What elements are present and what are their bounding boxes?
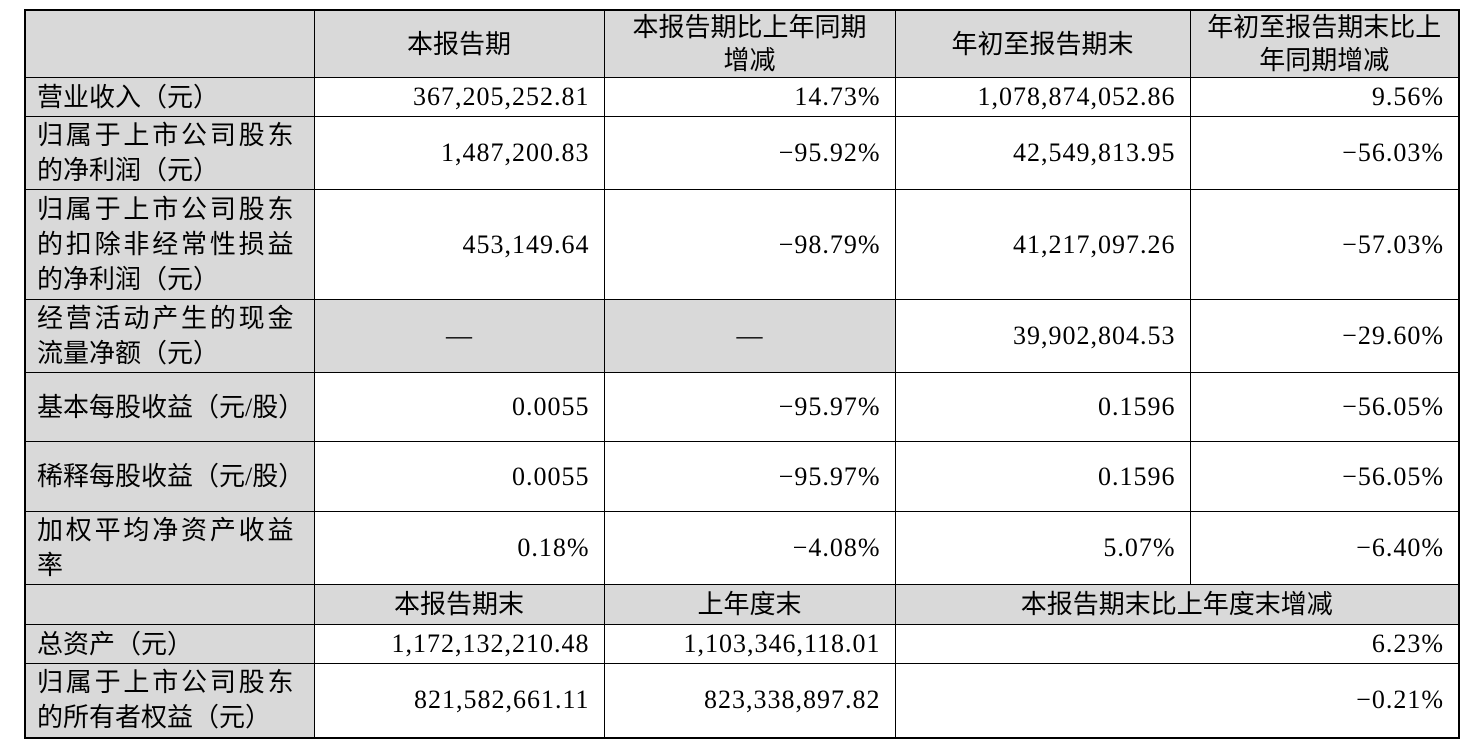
row-net-profit-excl-nonrecurring: 归属于上市公司股东的扣除非经常性损益的净利润（元） 453,149.64 −98…: [24, 189, 1460, 300]
value-cell: 1,487,200.83: [313, 116, 605, 190]
header-year-to-date-yoy-change: 年初至报告期末比上年同期增减: [1189, 9, 1460, 78]
financial-summary-table: 本报告期 本报告期比上年同期增减 年初至报告期末 年初至报告期末比上年同期增减 …: [24, 9, 1460, 739]
value-cell: 823,338,897.82: [603, 663, 896, 738]
subheader-prior-year-end: 上年度末: [603, 584, 896, 625]
value-cell: −57.03%: [1189, 189, 1460, 300]
label-cell: 营业收入（元）: [24, 77, 315, 117]
subheader-change-merged: 本报告期末比上年度末增减: [894, 584, 1460, 625]
value-cell: 0.0055: [313, 372, 605, 442]
table-header-row: 本报告期 本报告期比上年同期增减 年初至报告期末 年初至报告期末比上年同期增减: [24, 9, 1460, 78]
row-operating-revenue: 营业收入（元） 367,205,252.81 14.73% 1,078,874,…: [24, 77, 1460, 117]
row-equity-attributable: 归属于上市公司股东的所有者权益（元） 821,582,661.11 823,33…: [24, 663, 1460, 738]
value-cell: −98.79%: [603, 189, 896, 300]
value-cell: 14.73%: [603, 77, 896, 117]
header-empty-cell: [24, 9, 315, 78]
value-cell-merged: 6.23%: [894, 624, 1460, 664]
label-cell: 加权平均净资产收益率: [24, 511, 315, 585]
value-cell: −29.60%: [1189, 299, 1460, 373]
value-cell: 0.0055: [313, 441, 605, 512]
label-cell: 归属于上市公司股东的扣除非经常性损益的净利润（元）: [24, 189, 315, 300]
value-cell: −95.97%: [603, 372, 896, 442]
label-cell: 总资产（元）: [24, 624, 315, 664]
value-cell-merged: −0.21%: [894, 663, 1460, 738]
label-cell: 基本每股收益（元/股）: [24, 372, 315, 442]
label-cell: 归属于上市公司股东的净利润（元）: [24, 116, 315, 190]
value-cell: −95.97%: [603, 441, 896, 512]
header-current-period-yoy-change: 本报告期比上年同期增减: [603, 9, 896, 78]
table-subheader-row: 本报告期末 上年度末 本报告期末比上年度末增减: [24, 584, 1460, 625]
value-cell: 39,902,804.53: [894, 299, 1191, 373]
value-cell: 1,078,874,052.86: [894, 77, 1191, 117]
row-diluted-eps: 稀释每股收益（元/股） 0.0055 −95.97% 0.1596 −56.05…: [24, 441, 1460, 512]
subheader-period-end: 本报告期末: [313, 584, 605, 625]
value-cell: 0.1596: [894, 372, 1191, 442]
row-weighted-average-roe: 加权平均净资产收益率 0.18% −4.08% 5.07% −6.40%: [24, 511, 1460, 585]
value-cell: −95.92%: [603, 116, 896, 190]
value-cell: 1,103,346,118.01: [603, 624, 896, 664]
dash-cell: —: [603, 299, 896, 373]
value-cell: 1,172,132,210.48: [313, 624, 605, 664]
value-cell: 0.1596: [894, 441, 1191, 512]
value-cell: −6.40%: [1189, 511, 1460, 585]
value-cell: −56.05%: [1189, 441, 1460, 512]
value-cell: 5.07%: [894, 511, 1191, 585]
header-current-period: 本报告期: [313, 9, 605, 78]
row-basic-eps: 基本每股收益（元/股） 0.0055 −95.97% 0.1596 −56.05…: [24, 372, 1460, 442]
row-total-assets: 总资产（元） 1,172,132,210.48 1,103,346,118.01…: [24, 624, 1460, 664]
value-cell: 821,582,661.11: [313, 663, 605, 738]
label-cell: 稀释每股收益（元/股）: [24, 441, 315, 512]
label-cell: 归属于上市公司股东的所有者权益（元）: [24, 663, 315, 738]
row-operating-cash-flow: 经营活动产生的现金流量净额（元） — — 39,902,804.53 −29.6…: [24, 299, 1460, 373]
header-year-to-date: 年初至报告期末: [894, 9, 1191, 78]
value-cell: 41,217,097.26: [894, 189, 1191, 300]
value-cell: 453,149.64: [313, 189, 605, 300]
row-net-profit-attributable: 归属于上市公司股东的净利润（元） 1,487,200.83 −95.92% 42…: [24, 116, 1460, 190]
value-cell: 42,549,813.95: [894, 116, 1191, 190]
value-cell: 0.18%: [313, 511, 605, 585]
value-cell: 367,205,252.81: [313, 77, 605, 117]
value-cell: −56.03%: [1189, 116, 1460, 190]
dash-cell: —: [313, 299, 605, 373]
label-cell: 经营活动产生的现金流量净额（元）: [24, 299, 315, 373]
subheader-empty-cell: [24, 584, 315, 625]
value-cell: 9.56%: [1189, 77, 1460, 117]
value-cell: −4.08%: [603, 511, 896, 585]
value-cell: −56.05%: [1189, 372, 1460, 442]
